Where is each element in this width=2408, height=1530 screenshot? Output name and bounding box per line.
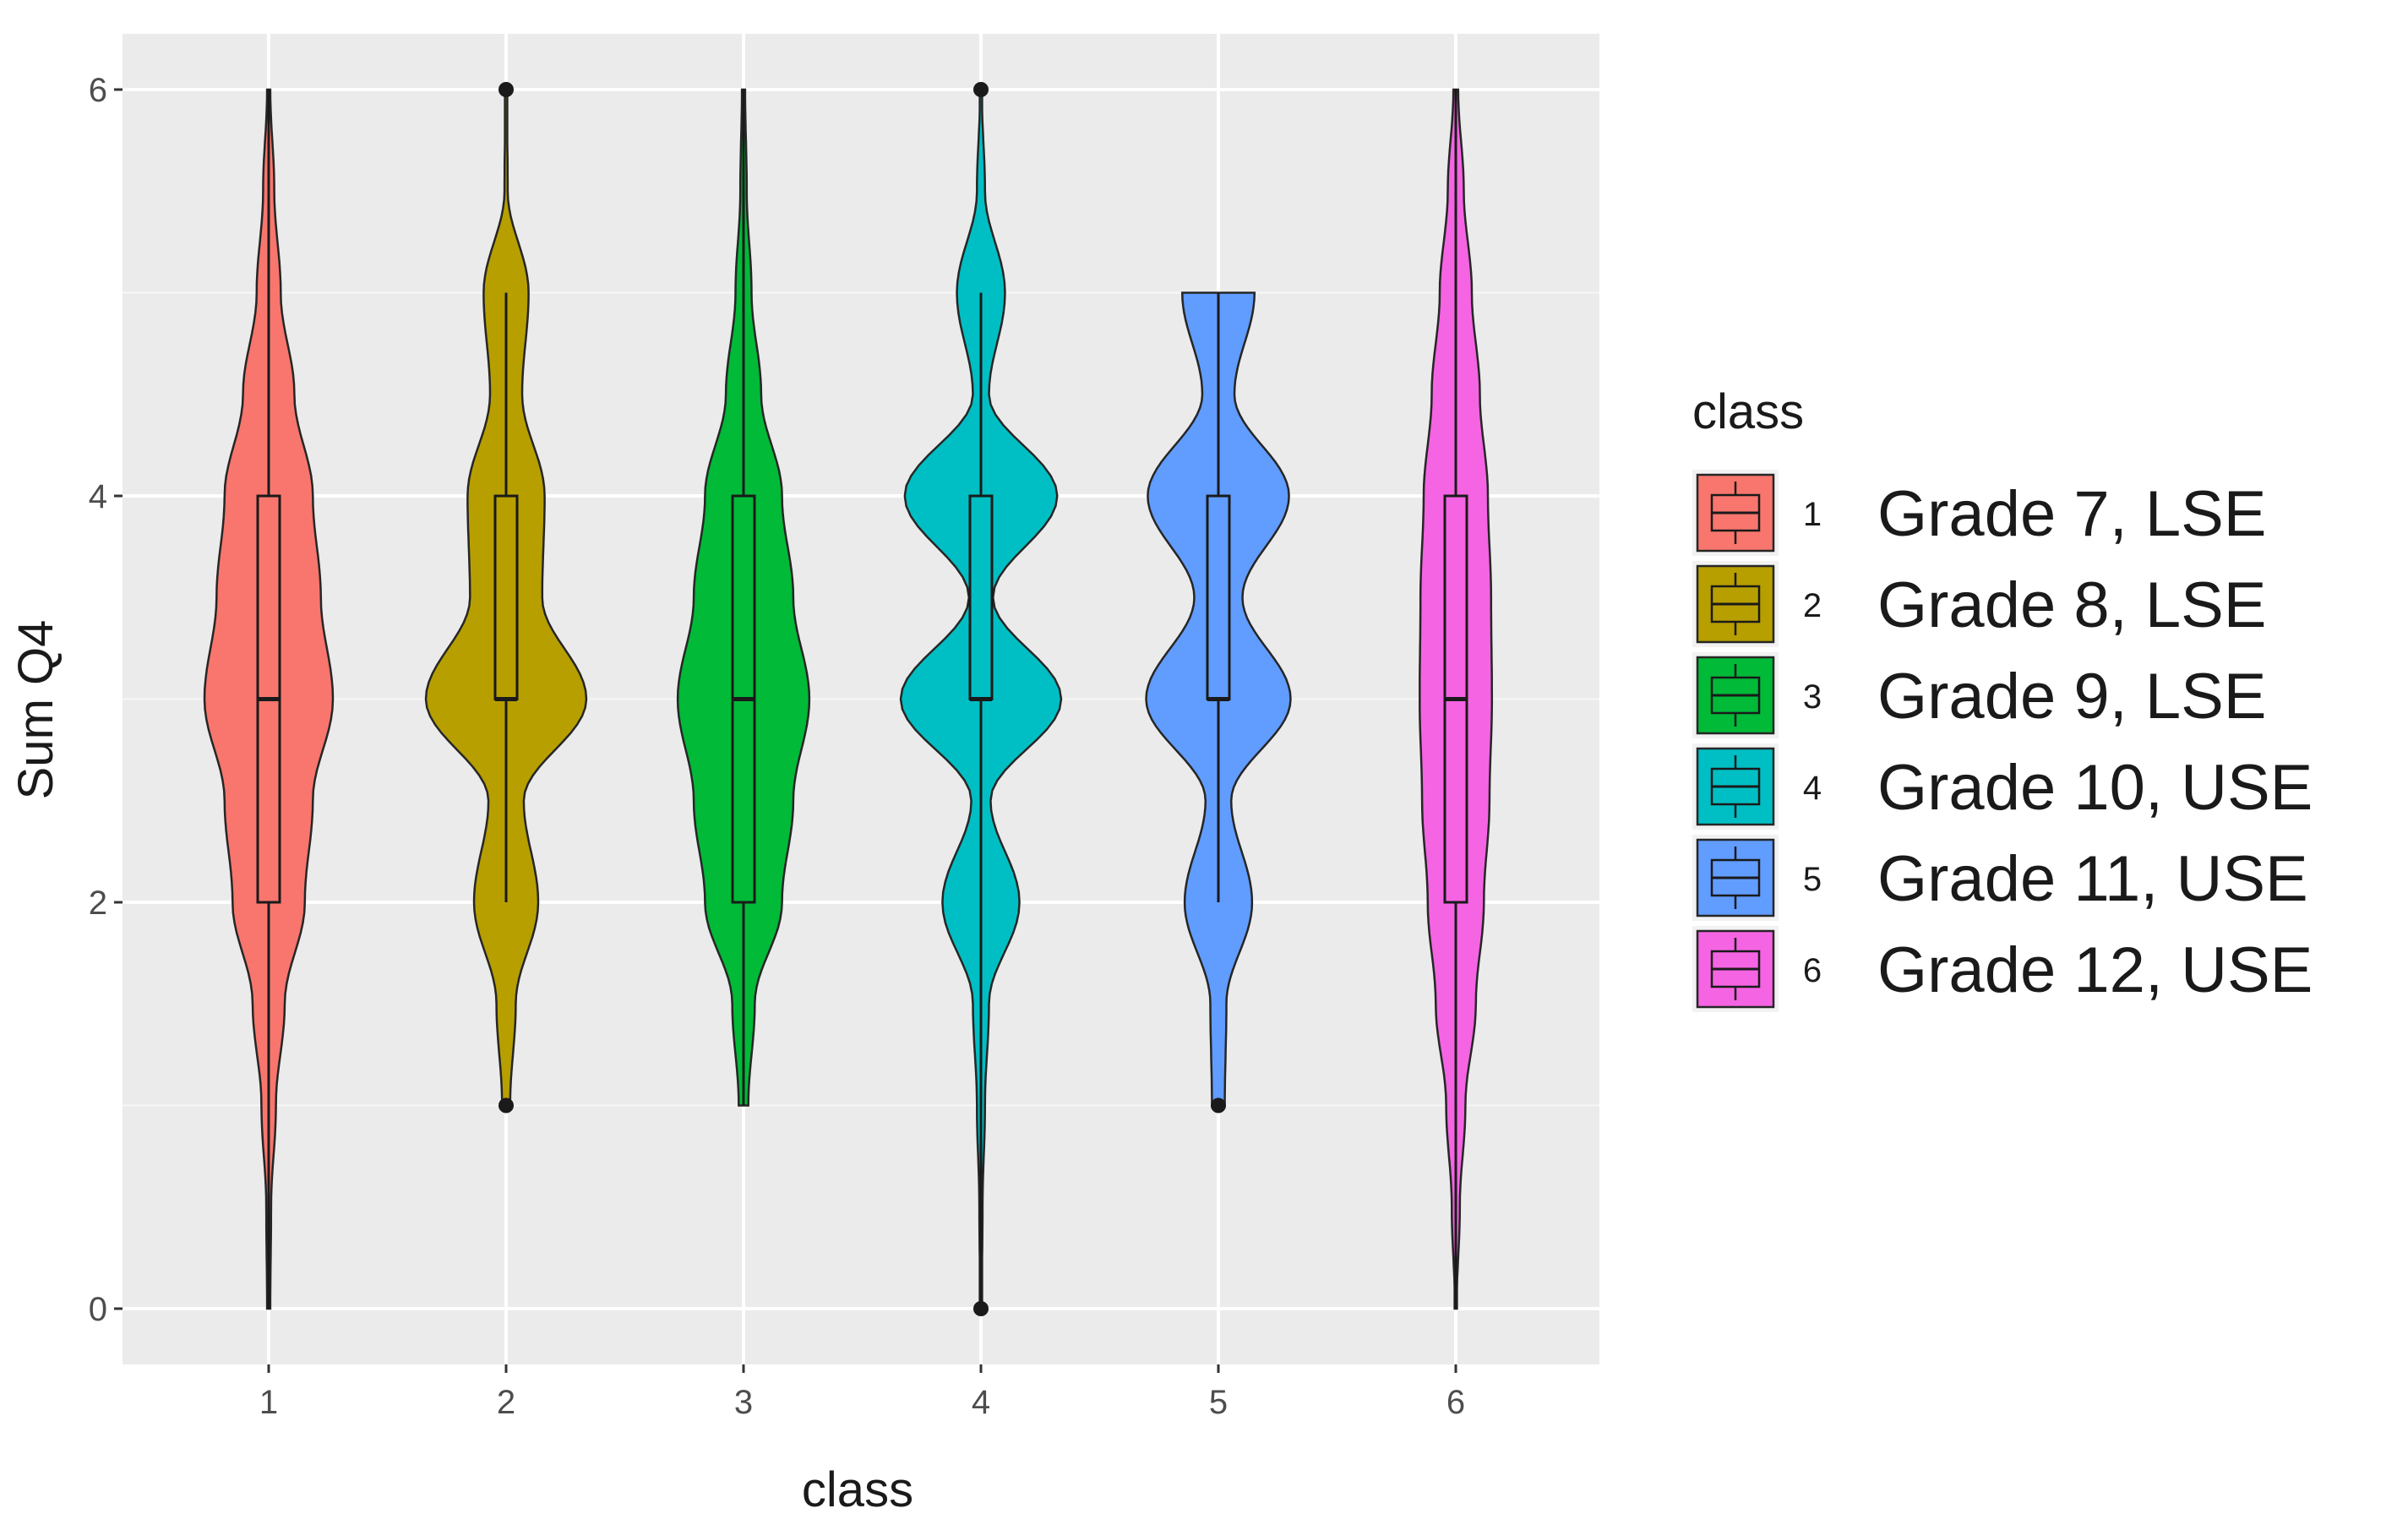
legend-key-number: 6	[1803, 952, 1822, 989]
legend-title: class	[1692, 384, 1804, 439]
legend-key-4	[1692, 743, 1779, 830]
violin-group-4	[899, 82, 1063, 1316]
violin-group-5	[1145, 291, 1292, 1113]
x-tick-label: 6	[1446, 1384, 1465, 1421]
outlier-point-5	[1211, 1097, 1226, 1113]
legend-key-number: 3	[1803, 678, 1822, 716]
legend-key-2	[1692, 561, 1779, 647]
outlier-point-2	[498, 1097, 514, 1113]
y-tick-label: 2	[89, 885, 107, 922]
y-axis: 0 2 4 6	[89, 72, 123, 1328]
legend-label: Grade 7, LSE	[1877, 478, 2267, 550]
legend-label: Grade 12, USE	[1877, 934, 2313, 1006]
violin-group-3	[676, 88, 811, 1107]
legend-key-number: 5	[1803, 861, 1822, 898]
box-5	[1206, 494, 1231, 700]
legend-key-number: 2	[1803, 587, 1822, 624]
x-tick-label: 1	[259, 1384, 278, 1421]
x-tick-label: 2	[497, 1384, 515, 1421]
legend-key-5	[1692, 835, 1779, 921]
outlier-point-2	[498, 82, 514, 97]
y-tick-label: 6	[89, 72, 107, 109]
violin-group-2	[424, 82, 588, 1113]
legend-key-number: 1	[1803, 496, 1822, 533]
legend-label: Grade 11, USE	[1877, 843, 2308, 915]
x-tick-label: 5	[1209, 1384, 1228, 1421]
legend-key-1	[1692, 470, 1779, 556]
legend-label: Grade 8, LSE	[1877, 569, 2267, 641]
y-tick-label: 4	[89, 478, 107, 515]
legend-key-6	[1692, 926, 1779, 1012]
legend-label: Grade 10, USE	[1877, 752, 2313, 824]
x-axis: 1 2 3 4 5 6	[259, 1364, 1465, 1421]
x-axis-title: class	[802, 1462, 913, 1517]
y-axis-title: Sum Q4	[8, 620, 63, 800]
violins	[203, 82, 1494, 1316]
legend: class 1 Grade 7, LSE 2 Grade 8, LSE 3 Grade 9…	[1692, 384, 2313, 1012]
violin-group-6	[1419, 88, 1494, 1310]
legend-key-3	[1692, 652, 1779, 738]
legend-label: Grade 9, LSE	[1877, 661, 2267, 732]
violin-group-1	[203, 88, 335, 1310]
outlier-point-4	[973, 82, 989, 97]
legend-key-number: 4	[1803, 770, 1822, 807]
x-tick-label: 3	[734, 1384, 753, 1421]
x-tick-label: 4	[972, 1384, 990, 1421]
box-4	[968, 494, 994, 700]
plot-panel	[123, 34, 1599, 1364]
outlier-point-4	[973, 1301, 989, 1316]
box-2	[493, 494, 519, 700]
y-tick-label: 0	[89, 1291, 107, 1328]
